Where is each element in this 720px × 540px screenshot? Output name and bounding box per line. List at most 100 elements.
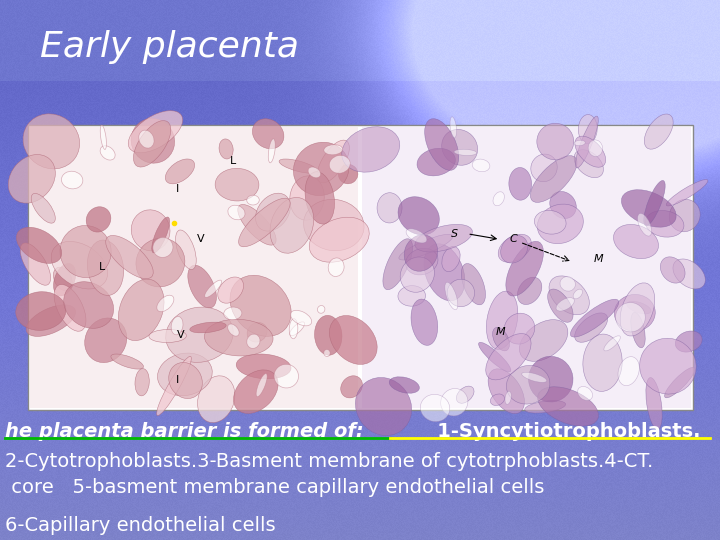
Text: 2-Cytotrophoblasts.3-Basment membrane of cytotrphoblasts.4-CT.: 2-Cytotrophoblasts.3-Basment membrane of… <box>5 452 653 471</box>
Ellipse shape <box>556 298 575 311</box>
Ellipse shape <box>318 140 349 183</box>
Ellipse shape <box>230 275 291 336</box>
Ellipse shape <box>166 159 194 184</box>
Text: L: L <box>230 156 236 166</box>
Ellipse shape <box>528 356 573 402</box>
Ellipse shape <box>149 329 186 342</box>
Ellipse shape <box>518 277 541 305</box>
Ellipse shape <box>166 307 233 362</box>
Ellipse shape <box>519 320 568 361</box>
Ellipse shape <box>233 370 278 414</box>
Ellipse shape <box>644 180 665 226</box>
Ellipse shape <box>61 171 83 189</box>
Ellipse shape <box>417 148 455 176</box>
Text: Early placenta: Early placenta <box>40 30 299 64</box>
Ellipse shape <box>498 234 531 262</box>
Ellipse shape <box>646 377 662 429</box>
Bar <box>362 127 691 408</box>
Ellipse shape <box>53 267 72 291</box>
Ellipse shape <box>31 193 55 223</box>
Ellipse shape <box>390 377 419 393</box>
Ellipse shape <box>415 225 472 252</box>
Ellipse shape <box>238 198 290 247</box>
Ellipse shape <box>157 295 174 312</box>
Ellipse shape <box>560 276 575 291</box>
Ellipse shape <box>87 240 124 295</box>
Ellipse shape <box>228 324 239 336</box>
Ellipse shape <box>441 388 468 416</box>
Ellipse shape <box>228 205 245 220</box>
Ellipse shape <box>171 316 183 335</box>
Ellipse shape <box>294 142 349 195</box>
Text: M: M <box>495 327 505 337</box>
Ellipse shape <box>573 289 582 299</box>
Ellipse shape <box>383 239 413 290</box>
Bar <box>28 125 693 410</box>
Ellipse shape <box>537 204 583 244</box>
Ellipse shape <box>219 139 233 159</box>
Ellipse shape <box>506 241 544 296</box>
Ellipse shape <box>308 167 320 178</box>
Ellipse shape <box>153 238 173 258</box>
Ellipse shape <box>100 146 115 160</box>
Text: 6-Capillary endothelial cells: 6-Capillary endothelial cells <box>5 516 276 535</box>
Ellipse shape <box>305 172 335 224</box>
Ellipse shape <box>522 372 546 382</box>
Ellipse shape <box>128 111 183 153</box>
Ellipse shape <box>616 302 645 332</box>
Ellipse shape <box>631 313 645 348</box>
Text: C: C <box>510 234 517 245</box>
Ellipse shape <box>531 154 557 182</box>
Ellipse shape <box>447 279 474 307</box>
Ellipse shape <box>139 130 154 148</box>
Ellipse shape <box>639 338 696 394</box>
Ellipse shape <box>238 205 276 245</box>
Ellipse shape <box>462 264 485 305</box>
Ellipse shape <box>505 391 511 404</box>
Ellipse shape <box>614 294 655 331</box>
Ellipse shape <box>204 319 273 356</box>
Ellipse shape <box>445 282 458 310</box>
Bar <box>30 127 358 408</box>
Ellipse shape <box>479 342 510 372</box>
Ellipse shape <box>256 193 290 231</box>
Ellipse shape <box>490 394 505 406</box>
Ellipse shape <box>405 248 438 275</box>
Ellipse shape <box>54 285 86 331</box>
Ellipse shape <box>100 125 107 150</box>
Ellipse shape <box>550 192 576 219</box>
Ellipse shape <box>472 159 490 172</box>
Ellipse shape <box>626 301 651 314</box>
Ellipse shape <box>570 299 618 337</box>
Ellipse shape <box>618 356 639 386</box>
Ellipse shape <box>310 217 369 262</box>
Ellipse shape <box>500 235 528 263</box>
Ellipse shape <box>534 211 566 234</box>
Ellipse shape <box>399 234 453 260</box>
Ellipse shape <box>318 306 325 313</box>
Ellipse shape <box>509 167 531 200</box>
Ellipse shape <box>131 210 170 251</box>
Ellipse shape <box>356 377 412 435</box>
Ellipse shape <box>441 130 477 165</box>
Ellipse shape <box>135 369 149 396</box>
Ellipse shape <box>575 313 608 342</box>
Ellipse shape <box>197 376 235 423</box>
Ellipse shape <box>377 193 402 223</box>
Ellipse shape <box>215 168 259 201</box>
Ellipse shape <box>454 149 477 156</box>
Ellipse shape <box>583 334 622 392</box>
Ellipse shape <box>247 195 259 205</box>
Ellipse shape <box>17 227 62 264</box>
Ellipse shape <box>236 354 291 379</box>
Ellipse shape <box>217 277 243 303</box>
Ellipse shape <box>315 315 342 355</box>
Ellipse shape <box>531 156 577 202</box>
Ellipse shape <box>574 140 585 146</box>
Ellipse shape <box>168 362 202 399</box>
Ellipse shape <box>492 327 510 351</box>
Ellipse shape <box>204 280 222 298</box>
Text: V: V <box>197 234 204 245</box>
Ellipse shape <box>660 257 685 283</box>
Ellipse shape <box>537 123 574 160</box>
